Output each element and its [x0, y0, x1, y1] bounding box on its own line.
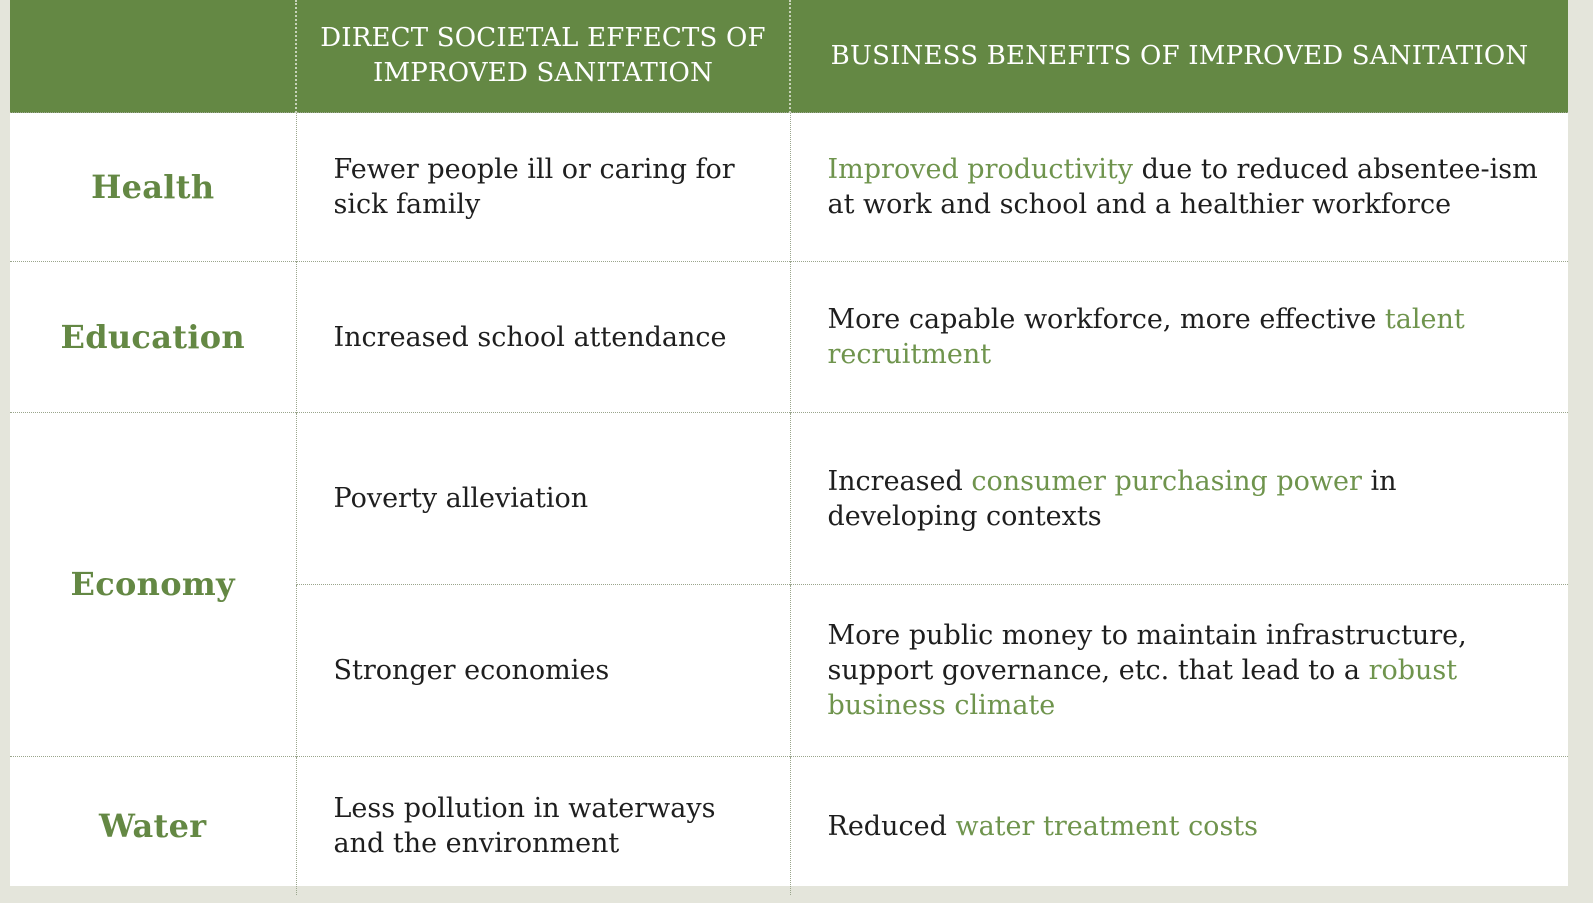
highlight-text: Improved productivity [827, 154, 1134, 185]
sanitation-table-container: DIRECT SOCIETAL EFFECTS OF IMPROVED SANI… [10, 0, 1568, 895]
benefit-text: due to reduced absentee-ism at work and … [827, 154, 1538, 220]
header-row: DIRECT SOCIETAL EFFECTS OF IMPROVED SANI… [10, 0, 1568, 113]
category-water: Water [10, 756, 296, 895]
effect-cell: Increased school attendance [295, 261, 790, 413]
benefit-text: More capable workforce, more effective [827, 304, 1385, 335]
header-business-benefits: BUSINESS BENEFITS OF IMPROVED SANITATION [789, 0, 1568, 113]
effect-cell: Fewer people ill or caring for sick fami… [295, 112, 790, 262]
header-societal-effects: DIRECT SOCIETAL EFFECTS OF IMPROVED SANI… [295, 0, 790, 113]
header-blank [10, 0, 296, 113]
benefit-text: in developing contexts [827, 465, 1397, 532]
benefit-text: More public money to maintain infrastruc… [827, 620, 1467, 686]
highlight-text: water treatment costs [955, 810, 1259, 842]
benefit-cell: More public money to maintain infrastruc… [789, 584, 1568, 757]
highlight-text: robust business climate [827, 655, 1458, 721]
category-economy: Economy [10, 412, 296, 757]
table-row: Economy Poverty alleviation Increased co… [10, 412, 1568, 757]
benefit-text: Reduced [827, 810, 956, 842]
effect-cell: Stronger economies [295, 584, 790, 757]
benefit-cell: Improved productivity due to reduced abs… [789, 112, 1568, 262]
highlight-text: consumer purchasing power [971, 465, 1362, 497]
benefit-cell: Reduced water treatment costs [789, 756, 1568, 895]
table-row: Education Increased school attendance Mo… [10, 261, 1568, 413]
benefit-cell: Increased consumer purchasing power in d… [789, 412, 1568, 585]
effect-cell: Less pollution in waterways and the envi… [295, 756, 790, 895]
table-row: Health Fewer people ill or caring for si… [10, 112, 1568, 262]
effect-cell: Poverty alleviation [295, 412, 790, 585]
benefit-cell: More capable workforce, more effective t… [789, 261, 1568, 413]
category-education: Education [10, 261, 296, 413]
table-row: Water Less pollution in waterways and th… [10, 756, 1568, 895]
benefit-text: Increased [827, 465, 972, 497]
highlight-text: talent recruitment [827, 304, 1465, 370]
category-health: Health [10, 112, 296, 262]
table-row: Stronger economies More public money to … [10, 584, 1568, 757]
sanitation-benefits-table: DIRECT SOCIETAL EFFECTS OF IMPROVED SANI… [10, 0, 1568, 895]
